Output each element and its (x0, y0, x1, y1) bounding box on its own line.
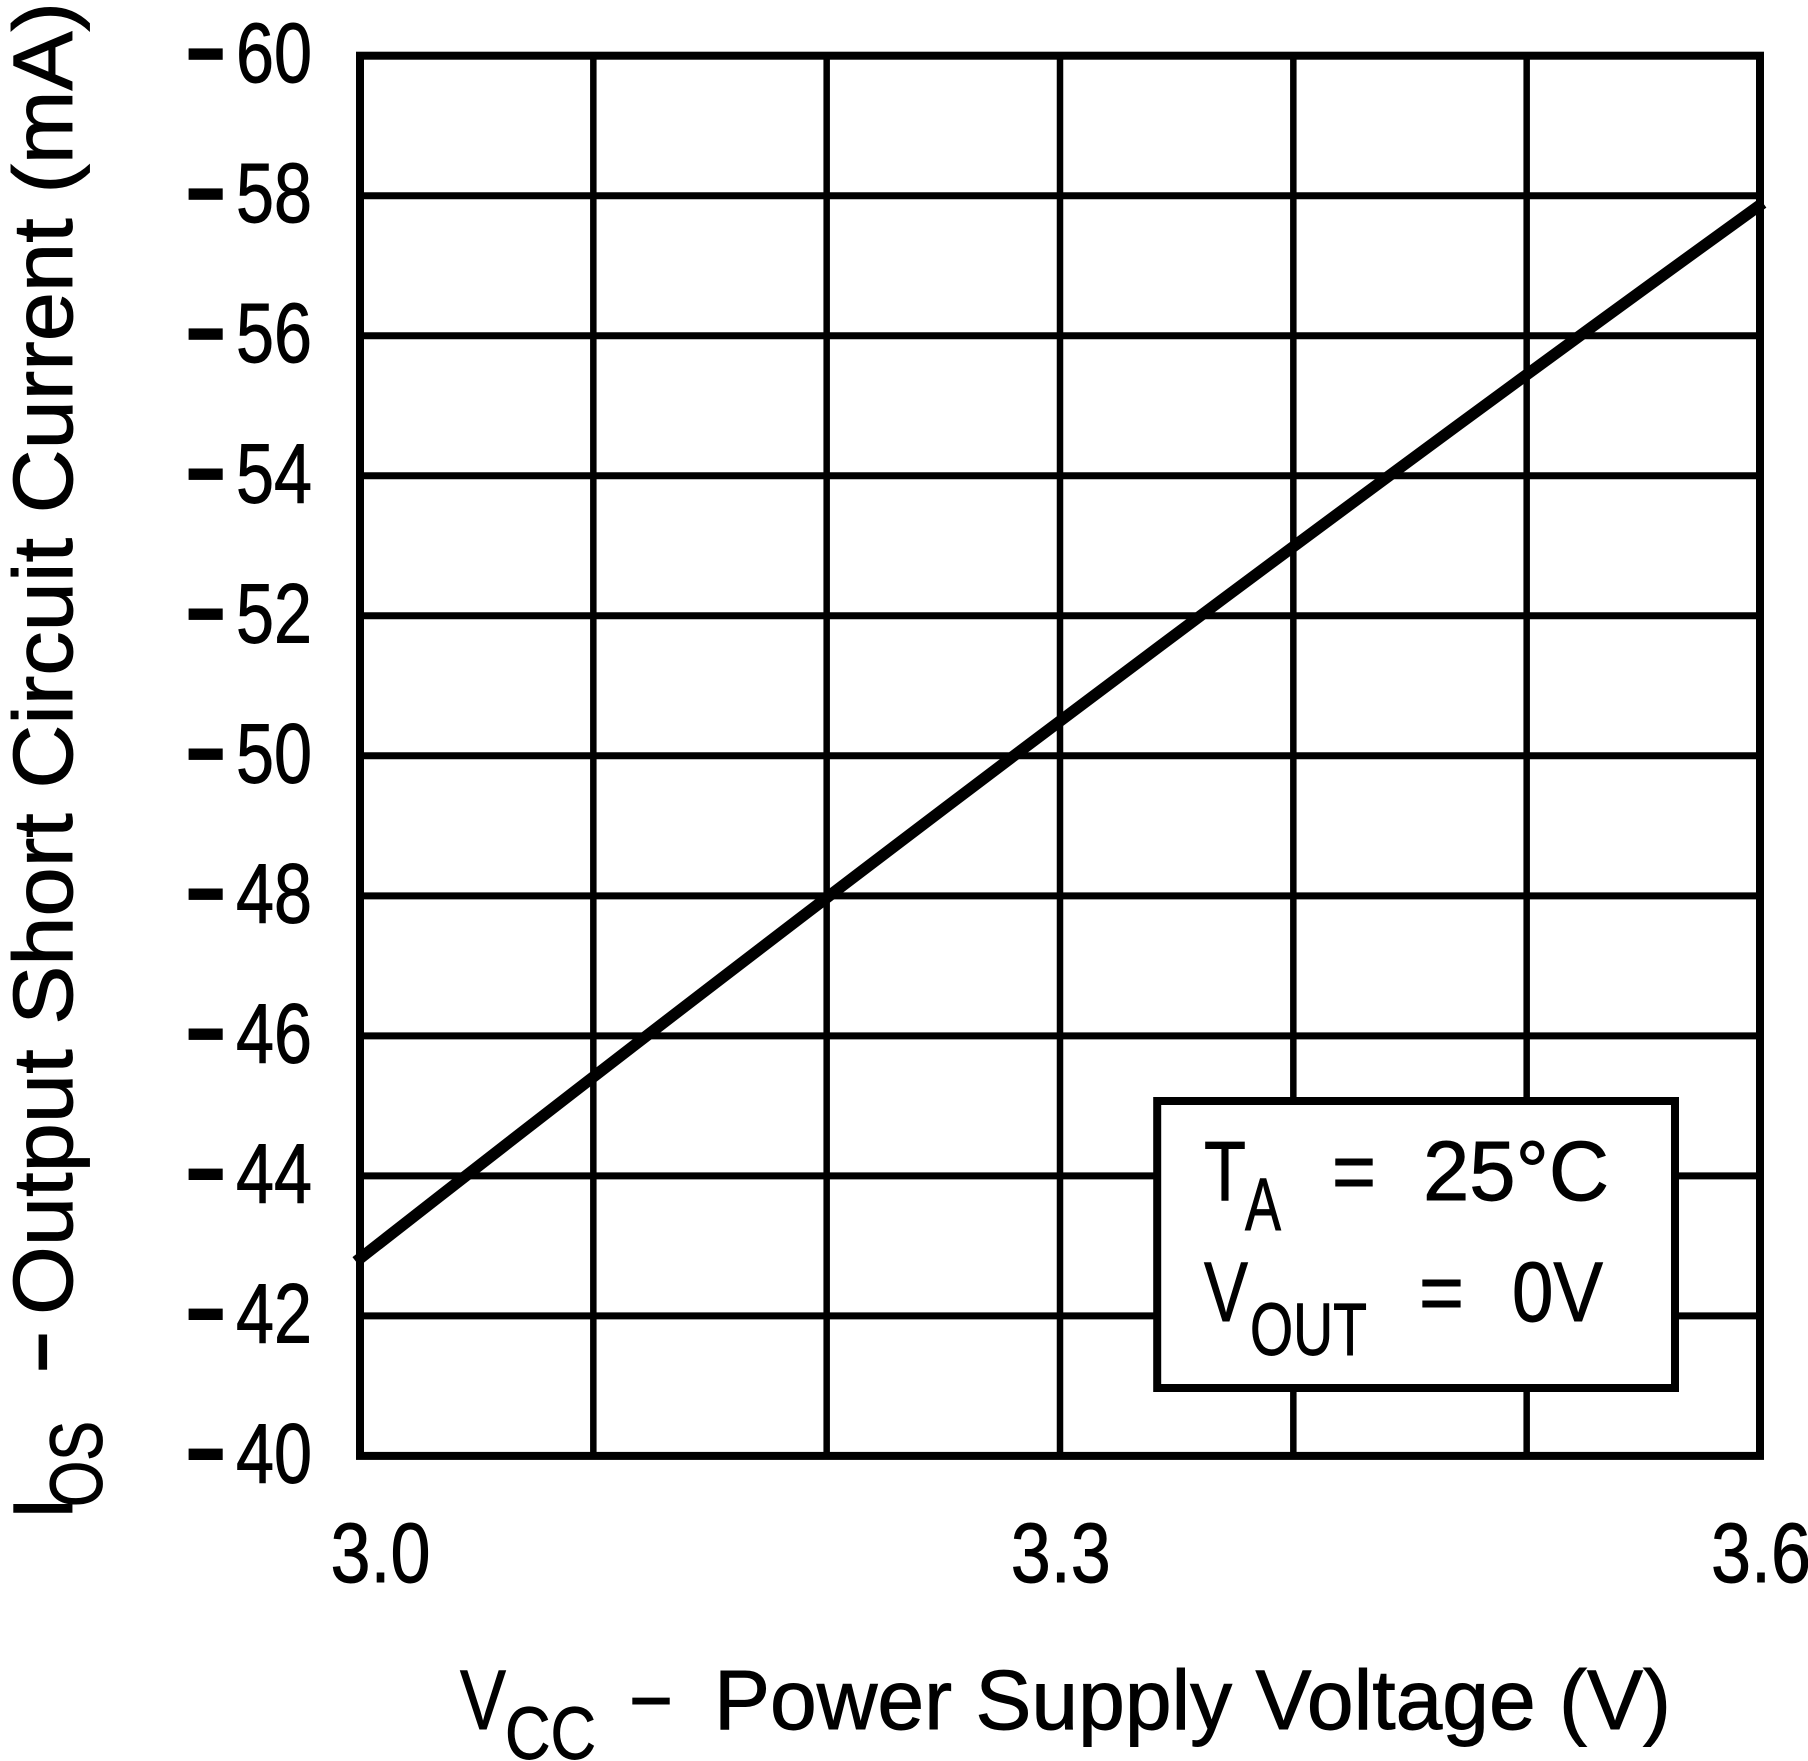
svg-text:52: 52 (236, 566, 312, 660)
svg-text:OS: OS (35, 1421, 118, 1507)
svg-text:44: 44 (236, 1126, 312, 1220)
svg-text:60: 60 (236, 6, 312, 100)
svg-text:I: I (0, 1497, 90, 1520)
svg-text:V: V (460, 1653, 506, 1747)
svg-text:42: 42 (236, 1266, 312, 1360)
svg-text:0V: 0V (1512, 1245, 1603, 1339)
svg-text:A: A (1245, 1163, 1281, 1246)
svg-text:58: 58 (236, 146, 312, 240)
svg-text:54: 54 (236, 426, 312, 520)
svg-text:46: 46 (236, 986, 312, 1080)
svg-text:Power Supply Voltage (V): Power Supply Voltage (V) (714, 1653, 1671, 1747)
svg-text:V: V (1204, 1245, 1248, 1339)
svg-text:=: = (1419, 1245, 1464, 1339)
svg-text:3.3: 3.3 (1011, 1506, 1111, 1600)
svg-text:Output Short Circuit Current (: Output Short Circuit Current (mA) (0, 2, 90, 1315)
svg-text:T: T (1204, 1124, 1246, 1218)
svg-text:3.6: 3.6 (1711, 1506, 1808, 1600)
svg-text:50: 50 (236, 706, 312, 800)
svg-text:OUT: OUT (1250, 1288, 1367, 1371)
svg-text:48: 48 (236, 846, 312, 940)
svg-text:25°C: 25°C (1423, 1124, 1609, 1218)
svg-text:CC: CC (505, 1692, 596, 1761)
svg-text:56: 56 (236, 286, 312, 380)
svg-text:3.0: 3.0 (331, 1506, 431, 1600)
svg-text:40: 40 (236, 1406, 312, 1500)
svg-text:−: − (629, 1653, 673, 1747)
svg-text:=: = (1332, 1124, 1376, 1218)
